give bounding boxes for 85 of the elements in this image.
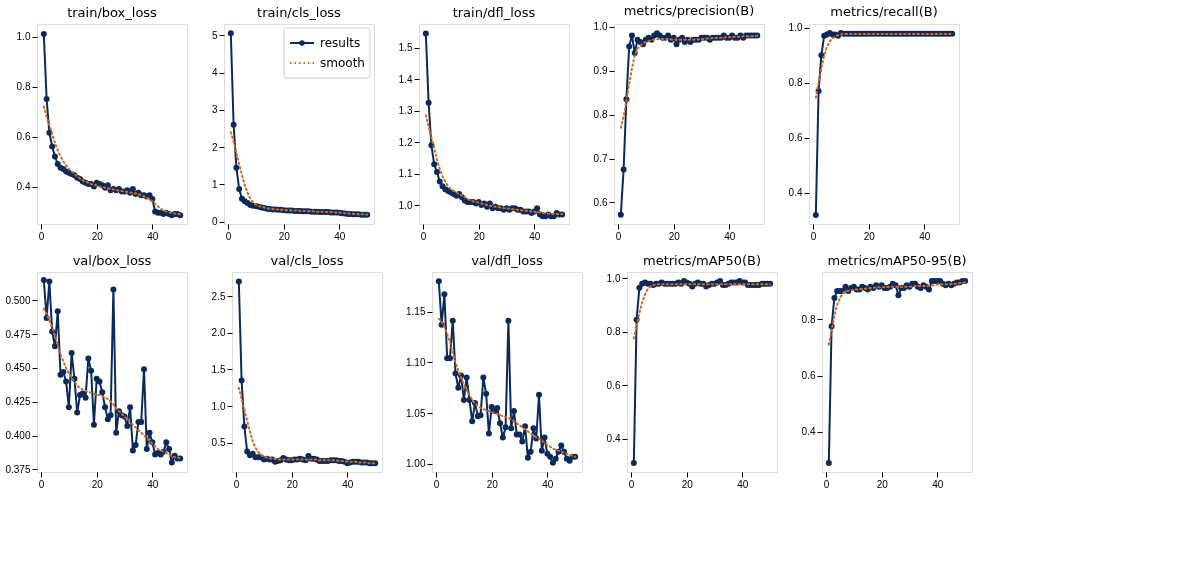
x-tick-label: 20 <box>91 478 104 490</box>
y-tick-label: 1.0 <box>593 21 608 33</box>
chart-title: metrics/precision(B) <box>623 2 755 18</box>
x-tick-label: 20 <box>286 478 299 490</box>
y-tick-label: 0.500 <box>5 294 31 306</box>
y-tick-label: 0.4 <box>801 426 816 438</box>
y-tick-label: 1.1 <box>398 168 413 180</box>
y-tick-label: 0.8 <box>606 326 621 338</box>
x-tick-label: 20 <box>681 478 694 490</box>
x-tick-label: 20 <box>473 230 486 242</box>
x-tick-label: 40 <box>342 478 354 490</box>
x-tick-label: 40 <box>147 230 159 242</box>
chart-title: metrics/mAP50-95(B) <box>827 253 967 268</box>
chart-title: train/box_loss <box>67 5 158 20</box>
x-tick-label: 0 <box>38 478 45 490</box>
y-tick-label: 0.425 <box>5 396 31 408</box>
x-tick-label: 20 <box>876 478 889 490</box>
chart-title: val/cls_loss <box>270 253 344 268</box>
y-tick-label: 0.4 <box>788 187 803 199</box>
y-tick-label: 0.6 <box>16 131 31 142</box>
y-tick-label: 2.0 <box>211 327 226 339</box>
x-tick-label: 0 <box>38 230 45 242</box>
y-tick-label: 1 <box>211 178 218 190</box>
x-tick-label: 0 <box>823 478 830 490</box>
y-tick-label: 0.6 <box>788 132 803 144</box>
y-tick-label: 1.2 <box>398 136 413 148</box>
y-tick-label: 1.5 <box>211 363 226 375</box>
y-tick-label: 1.05 <box>406 407 426 419</box>
y-tick-label: 0.4 <box>16 181 31 192</box>
y-tick-label: 0.8 <box>801 313 816 325</box>
y-tick-label: 0.475 <box>5 328 31 340</box>
y-tick-label: 5 <box>211 29 218 41</box>
y-tick-label: 1.0 <box>398 199 413 211</box>
y-tick-label: 0.8 <box>16 81 31 92</box>
legend-label: smooth <box>320 56 365 70</box>
chart-title: metrics/recall(B) <box>830 3 938 19</box>
y-tick-label: 1.00 <box>406 458 426 470</box>
y-tick-label: 1.0 <box>211 400 226 412</box>
chart-title: metrics/mAP50(B) <box>642 253 762 268</box>
x-tick-label: 40 <box>919 230 931 242</box>
x-tick-label: 20 <box>91 230 104 242</box>
x-tick-label: 20 <box>486 478 499 490</box>
y-tick-label: 0.6 <box>593 196 608 208</box>
chart-title: train/dfl_loss <box>452 5 536 20</box>
x-tick-label: 40 <box>932 478 944 490</box>
y-tick-label: 1.0 <box>788 22 803 34</box>
y-tick-label: 0.4 <box>606 433 621 445</box>
chart-title: val/dfl_loss <box>471 253 544 268</box>
y-tick-label: 0.7 <box>593 153 608 165</box>
y-tick-label: 2.5 <box>211 290 226 302</box>
y-tick-label: 4 <box>211 67 218 79</box>
y-tick-label: 1.0 <box>606 272 621 284</box>
x-tick-label: 0 <box>628 478 635 490</box>
legend-label: results <box>320 36 361 50</box>
x-tick-label: 40 <box>724 230 736 242</box>
y-tick-label: 0.6 <box>606 379 621 391</box>
y-tick-label: 0.450 <box>5 362 31 374</box>
y-tick-label: 1.4 <box>398 73 413 85</box>
chart-title: val/box_loss <box>72 253 152 268</box>
y-tick-label: 1.0 <box>16 31 31 42</box>
y-tick-label: 0.400 <box>5 430 31 442</box>
y-tick-label: 0 <box>211 216 218 228</box>
y-tick-label: 2 <box>211 141 218 153</box>
x-tick-label: 0 <box>233 478 240 490</box>
y-tick-label: 0.5 <box>211 437 226 449</box>
chart-title: train/cls_loss <box>257 5 342 20</box>
y-tick-label: 0.8 <box>788 77 803 89</box>
x-tick-label: 40 <box>737 478 749 490</box>
x-tick-label: 20 <box>668 230 681 242</box>
x-tick-label: 0 <box>433 478 440 490</box>
y-tick-label: 3 <box>211 104 218 116</box>
y-tick-label: 1.5 <box>398 42 413 54</box>
x-tick-label: 20 <box>863 230 876 242</box>
x-tick-label: 20 <box>278 230 291 242</box>
x-tick-label: 40 <box>334 230 346 242</box>
x-tick-label: 40 <box>529 230 541 242</box>
y-tick-label: 0.375 <box>5 463 31 475</box>
x-tick-label: 40 <box>147 478 159 490</box>
y-tick-label: 0.8 <box>593 109 608 121</box>
x-tick-label: 40 <box>542 478 554 490</box>
y-tick-label: 1.10 <box>406 356 426 368</box>
y-tick-label: 1.15 <box>406 306 426 318</box>
y-tick-label: 0.6 <box>801 370 816 382</box>
y-tick-label: 1.3 <box>398 105 413 117</box>
y-tick-label: 0.9 <box>593 65 608 77</box>
